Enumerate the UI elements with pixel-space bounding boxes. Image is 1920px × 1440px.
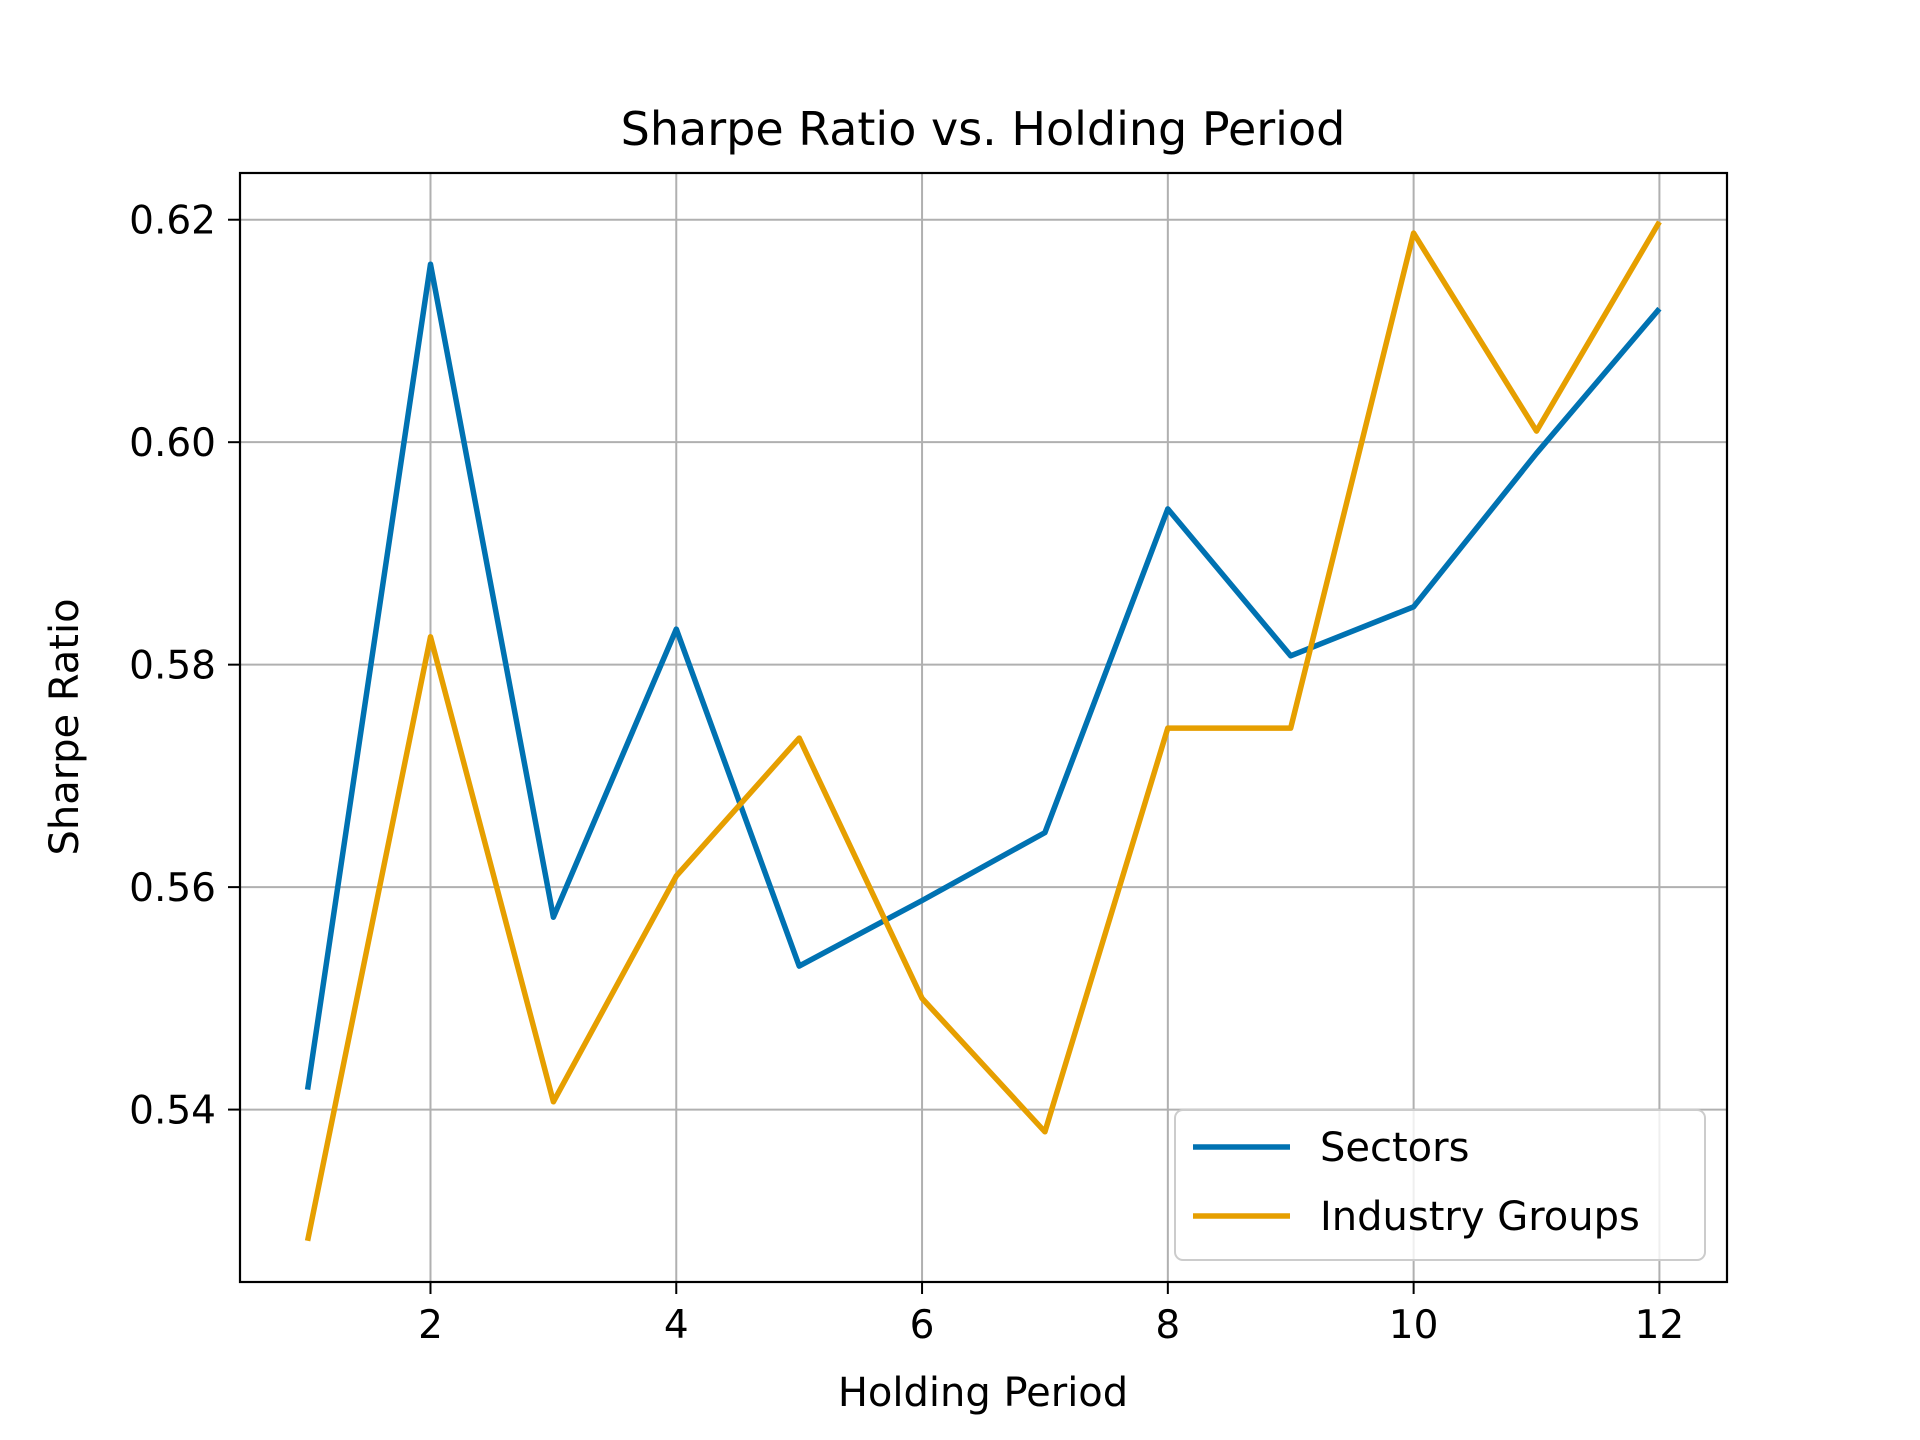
y-tick-label: 0.56 bbox=[129, 866, 216, 911]
plot-frame bbox=[238, 171, 1729, 1284]
legend: Sectors Industry Groups bbox=[1174, 1109, 1706, 1261]
x-tick-label: 10 bbox=[1389, 1303, 1439, 1348]
y-tick-label: 0.60 bbox=[129, 421, 216, 466]
series-lines bbox=[304, 220, 1662, 1242]
y-tick-label: 0.58 bbox=[129, 644, 216, 689]
plot-area-background bbox=[240, 173, 1727, 1282]
y-axis-label: Sharpe Ratio bbox=[42, 598, 88, 855]
axis-ticks: 2 4 6 8 10 12 0.54 0.56 0.58 0.60 0.62 bbox=[129, 199, 1684, 1348]
chart-title: Sharpe Ratio vs. Holding Period bbox=[621, 102, 1346, 156]
series-line-sectors bbox=[304, 261, 1662, 1091]
x-tick-label: 12 bbox=[1635, 1303, 1685, 1348]
x-tick-label: 2 bbox=[418, 1303, 443, 1348]
y-tick-label: 0.62 bbox=[129, 199, 216, 244]
x-tick-label: 4 bbox=[664, 1303, 689, 1348]
legend-box bbox=[1174, 1109, 1706, 1261]
x-axis-label: Holding Period bbox=[838, 1370, 1128, 1416]
legend-label-industry-groups: Industry Groups bbox=[1320, 1194, 1640, 1240]
legend-label-sectors: Sectors bbox=[1320, 1125, 1469, 1171]
y-tick-label: 0.54 bbox=[129, 1089, 216, 1134]
x-tick-label: 8 bbox=[1155, 1303, 1180, 1348]
x-tick-label: 6 bbox=[910, 1303, 935, 1348]
series-line-industry-groups bbox=[304, 220, 1662, 1242]
